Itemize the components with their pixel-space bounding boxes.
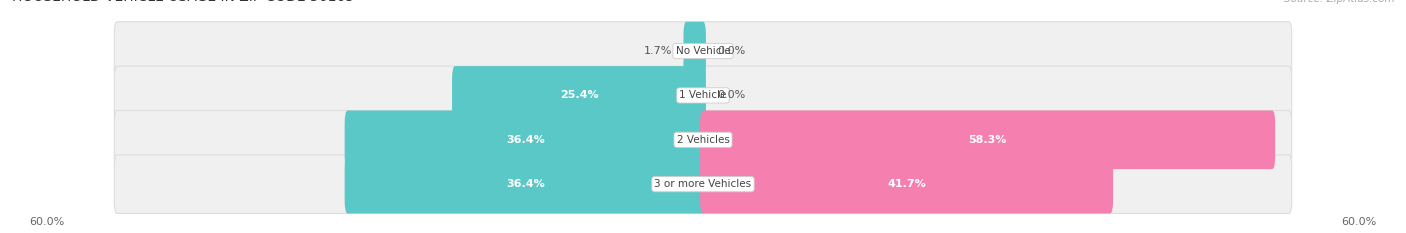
Text: 1.7%: 1.7% xyxy=(644,46,672,56)
Text: 60.0%: 60.0% xyxy=(30,217,65,227)
Text: 36.4%: 36.4% xyxy=(506,135,544,145)
Text: 60.0%: 60.0% xyxy=(1341,217,1376,227)
FancyBboxPatch shape xyxy=(114,22,1292,80)
FancyBboxPatch shape xyxy=(114,66,1292,125)
Text: 36.4%: 36.4% xyxy=(506,179,544,189)
Text: 58.3%: 58.3% xyxy=(969,135,1007,145)
Text: 0.0%: 0.0% xyxy=(717,90,747,100)
Text: Source: ZipAtlas.com: Source: ZipAtlas.com xyxy=(1284,0,1395,4)
FancyBboxPatch shape xyxy=(344,110,706,169)
FancyBboxPatch shape xyxy=(683,22,706,80)
Text: 25.4%: 25.4% xyxy=(560,90,599,100)
FancyBboxPatch shape xyxy=(114,110,1292,169)
Text: 3 or more Vehicles: 3 or more Vehicles xyxy=(654,179,752,189)
FancyBboxPatch shape xyxy=(700,155,1114,213)
Text: 1 Vehicle: 1 Vehicle xyxy=(679,90,727,100)
Text: 0.0%: 0.0% xyxy=(717,46,747,56)
FancyBboxPatch shape xyxy=(344,155,706,213)
Text: HOUSEHOLD VEHICLE USAGE IN ZIP CODE 56165: HOUSEHOLD VEHICLE USAGE IN ZIP CODE 5616… xyxy=(11,0,354,4)
FancyBboxPatch shape xyxy=(114,155,1292,213)
FancyBboxPatch shape xyxy=(453,66,706,125)
Text: 41.7%: 41.7% xyxy=(887,179,927,189)
FancyBboxPatch shape xyxy=(700,110,1275,169)
Text: 2 Vehicles: 2 Vehicles xyxy=(676,135,730,145)
Text: No Vehicle: No Vehicle xyxy=(675,46,731,56)
